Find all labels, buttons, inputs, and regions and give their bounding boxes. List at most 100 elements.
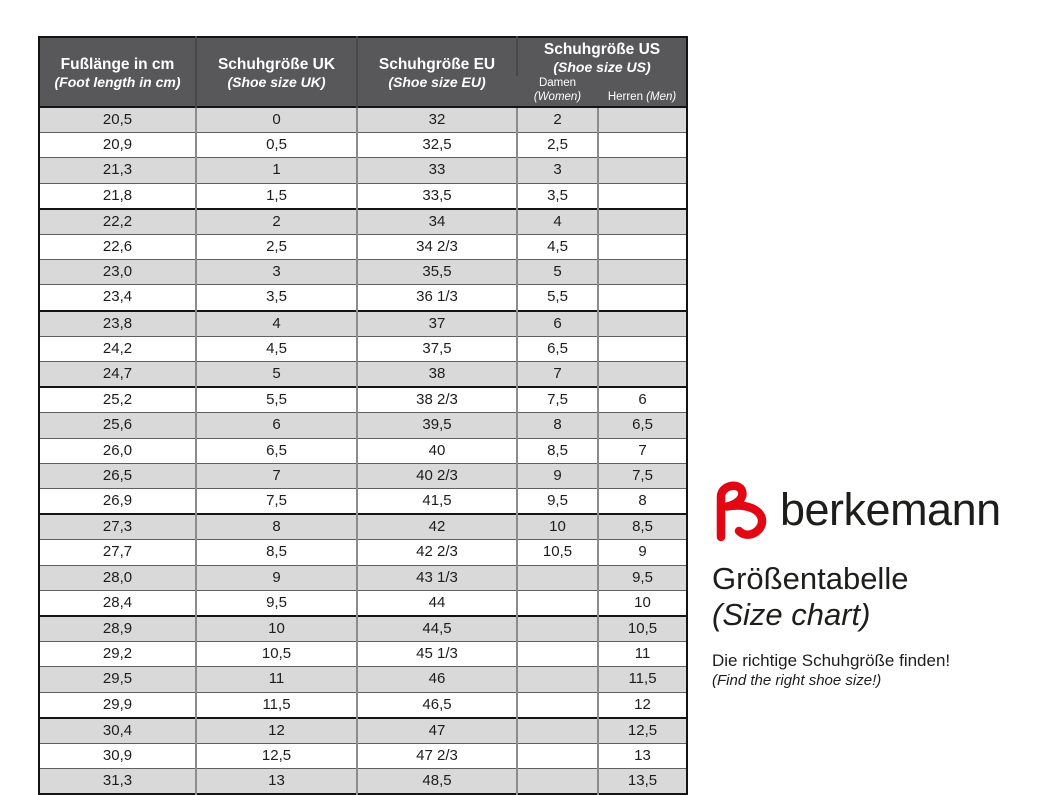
table-row: 28,0 9 43 1/3 9,5 [39,564,688,591]
table-cell: 25,6 [39,412,196,439]
table-cell [516,768,598,795]
table-cell [596,234,688,260]
table-cell: 22,6 [39,234,196,260]
table-cell: 42 2/3 [356,539,517,566]
table-row: 27,3 8 42 10 8,5 [39,513,688,540]
tagline: Die richtige Schuhgröße finden! [712,651,951,670]
table-cell: 3,5 [516,182,598,209]
table-cell [516,666,598,693]
table-cell: 37 [356,309,517,337]
table-cell [596,106,688,133]
table-cell: 47 [356,716,517,744]
table-cell: 24,7 [39,361,196,388]
table-cell: 23,4 [39,284,196,311]
table-cell: 12 [596,691,688,718]
table-cell [516,641,598,667]
table-row: 30,9 12,5 47 2/3 13 [39,743,688,769]
size-chart-table-container: Fußlänge in cm (Foot length in cm) Schuh… [38,36,689,795]
subcolumn-label: Herren [607,91,643,103]
table-cell: 7 [195,462,357,489]
table-cell: 40 [356,437,517,464]
table-cell: 36 1/3 [356,284,517,311]
column-header-foot-length: Fußlänge in cm (Foot length in cm) [39,37,196,107]
table-cell: 23,8 [39,309,196,337]
table-cell: 7,5 [195,488,357,515]
brand-row: berkemann [712,478,1042,542]
table-cell: 28,9 [39,615,196,642]
table-cell: 27,7 [39,539,196,566]
table-row: 25,2 5,5 38 2/3 7,5 6 [39,386,688,413]
table-cell [596,157,688,184]
table-cell [516,615,598,642]
table-cell: 12 [195,716,357,744]
table-row: 30,4 12 47 12,5 [39,716,688,744]
table-row: 23,0 3 35,5 5 [39,259,688,285]
table-cell: 35,5 [356,259,517,285]
table-cell: 0,5 [195,132,357,158]
table-cell: 38 2/3 [356,386,517,413]
table-cell: 6,5 [596,412,688,439]
table-cell: 3 [195,259,357,285]
table-cell: 7,5 [516,386,598,413]
table-cell: 10 [596,589,688,617]
table-row: 20,9 0,5 32,5 2,5 [39,132,688,158]
table-cell: 39,5 [356,412,517,439]
table-cell: 10,5 [195,641,357,667]
table-cell [596,207,688,235]
table-row: 29,5 11 46 11,5 [39,666,688,693]
table-cell: 0 [195,106,357,133]
table-cell: 8,5 [516,437,598,464]
table-row: 24,2 4,5 37,5 6,5 [39,335,688,362]
table-cell [596,284,688,311]
table-cell: 2,5 [195,234,357,260]
table-cell: 28,0 [39,564,196,591]
table-cell: 10,5 [596,615,688,642]
table-cell: 10 [516,513,598,540]
table-cell [596,309,688,337]
table-cell: 28,4 [39,589,196,617]
table-cell: 25,2 [39,386,196,413]
table-cell: 2,5 [516,132,598,158]
table-row: 28,9 10 44,5 10,5 [39,615,688,642]
table-cell: 3,5 [195,284,357,311]
table-cell [596,132,688,158]
table-cell: 13 [195,768,357,795]
table-cell: 6,5 [195,437,357,464]
table-cell: 32,5 [356,132,517,158]
table-row: 26,5 7 40 2/3 9 7,5 [39,462,688,489]
table-cell: 2 [516,106,598,133]
table-cell: 40 2/3 [356,462,517,489]
table-cell: 7,5 [596,462,688,489]
table-row: 21,3 1 33 3 [39,157,688,184]
table-cell: 7 [516,361,598,388]
table-cell: 4,5 [516,234,598,260]
table-row: 22,6 2,5 34 2/3 4,5 [39,234,688,260]
table-cell: 29,2 [39,641,196,667]
table-cell: 5 [195,361,357,388]
table-cell: 6,5 [516,335,598,362]
table-cell: 43 1/3 [356,564,517,591]
table-cell: 8,5 [195,539,357,566]
column-subtitle: (Shoe size UK) [227,73,326,90]
subcolumn-label-en: (Men) [646,91,677,103]
table-cell: 11,5 [596,666,688,693]
table-cell [516,691,598,718]
table-cell: 12,5 [195,743,357,769]
table-cell: 2 [195,207,357,235]
table-cell: 9 [516,462,598,489]
table-cell: 1 [195,157,357,184]
table-row: 23,4 3,5 36 1/3 5,5 [39,284,688,311]
column-subtitle: (Shoe size EU) [388,73,486,90]
table-cell: 4,5 [195,335,357,362]
table-cell: 11,5 [195,691,357,718]
size-table-body: 20,5 0 32 2 20,9 0,5 32,5 2,5 21,3 1 33 3 21,8 1,5 33,… [39,106,688,795]
table-cell: 26,5 [39,462,196,489]
table-cell [516,743,598,769]
table-cell: 23,0 [39,259,196,285]
table-cell: 5,5 [195,386,357,413]
table-cell: 10,5 [516,539,598,566]
table-cell: 44 [356,589,517,617]
table-cell [596,361,688,388]
subcolumn-header-women: Damen (Women) [517,76,598,107]
table-cell: 13,5 [596,768,688,795]
